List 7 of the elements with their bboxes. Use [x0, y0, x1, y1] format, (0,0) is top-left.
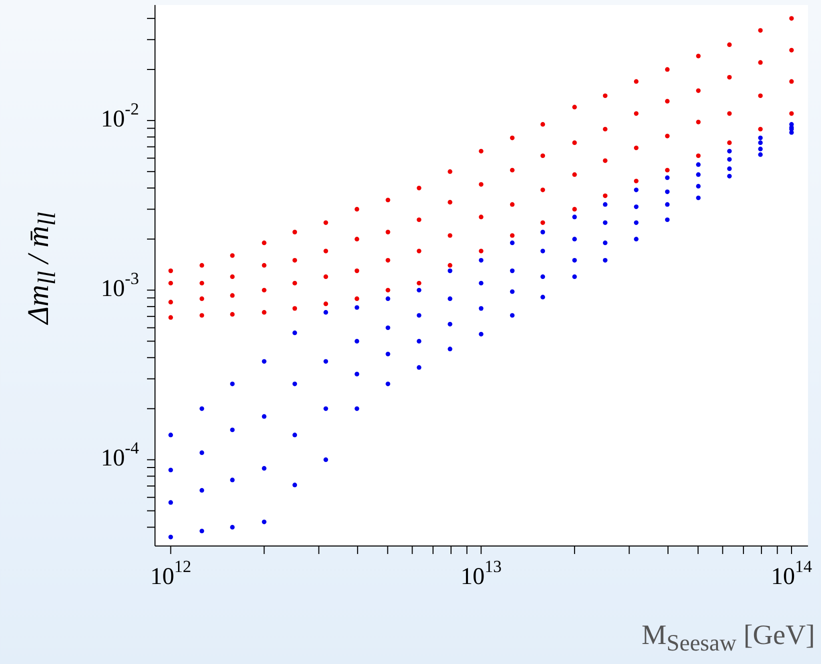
y-tick-label: 10$^{-3}$: [100, 270, 139, 302]
y-tick-label: 10$^{-4}$: [100, 439, 140, 472]
x-tick-label: 10$^{12}$: [150, 557, 192, 590]
y-tick-label: 10$^{-2}$: [100, 100, 139, 132]
x-tick-label: 10$^{13}$: [460, 557, 502, 590]
x-tick-label: 10$^{14}$: [771, 557, 813, 590]
x-axis-title: M$_{Seesaw}$ [GeV]: [642, 620, 815, 658]
